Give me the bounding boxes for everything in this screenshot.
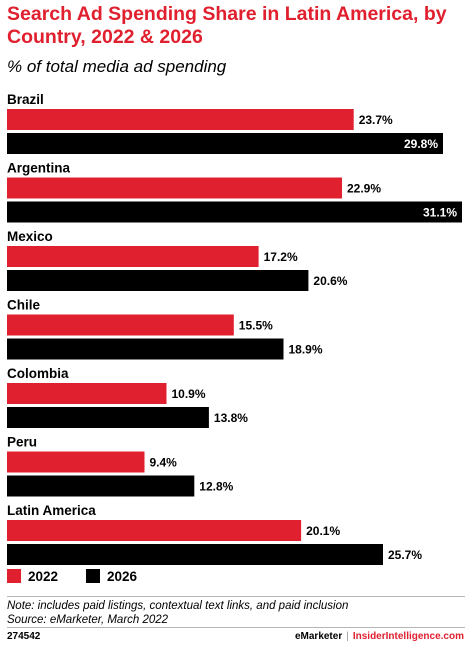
bar-chile-2022 [7,314,234,336]
value-label-mexico-2022: 17.2% [264,250,298,264]
bar-mexico-2026 [7,270,309,291]
footer-divider [7,596,465,597]
bar-brazil-2022 [7,109,354,130]
bar-mexico-2022 [7,246,259,267]
footnotes: Note: includes paid listings, contextual… [7,599,348,627]
brand-separator: | [346,631,349,642]
note-text: Note: includes paid listings, contextual… [7,600,349,612]
bar-latin-america-2022 [7,520,302,541]
value-label-chile-2022: 15.5% [239,319,273,333]
legend-item-2022: 2022 [7,569,58,584]
chart-subtitle: % of total media ad spending [7,57,227,76]
legend-swatch-2022 [7,569,21,583]
bar-peru-2026 [7,475,195,497]
value-label-colombia-2026: 13.8% [214,411,248,425]
bar-brazil-2026 [7,133,443,154]
chart-id: 274542 [7,631,41,642]
bar-argentina-2026 [7,201,462,223]
category-label-latin-america: Latin America [7,503,96,518]
footer-divider-bottom [7,627,465,628]
category-label-chile: Chile [7,298,40,313]
category-label-peru: Peru [7,435,37,450]
brand-insider: InsiderIntelligence.com [352,631,464,642]
value-label-peru-2026: 12.8% [199,480,233,494]
category-label-colombia: Colombia [7,366,69,381]
legend-item-2026: 2026 [86,569,137,584]
bar-chart: Brazil 23.7% 29.8% Argentina 22.9% 31.1% Mexic… [7,92,462,565]
bar-peru-2022 [7,451,145,473]
value-label-argentina-2022: 22.9% [347,182,381,196]
bar-argentina-2022 [7,177,342,199]
category-label-argentina: Argentina [7,161,70,176]
brand: eMarketer | InsiderIntelligence.com [295,631,464,642]
value-label-latin-america-2022: 20.1% [306,524,340,538]
value-label-latin-america-2026: 25.7% [388,548,422,562]
value-label-colombia-2022: 10.9% [172,387,206,401]
value-label-brazil-2022: 23.7% [359,113,393,127]
brand-emarketer: eMarketer [294,631,343,642]
value-label-brazil-2026: 29.8% [404,137,438,151]
legend-label-2026: 2026 [107,569,138,584]
value-label-peru-2022: 9.4% [150,456,178,470]
value-label-chile-2026: 18.9% [289,343,323,357]
category-label-mexico: Mexico [7,229,53,244]
chart-title: Search Ad Spending Share in Latin Americ… [7,3,447,48]
value-label-mexico-2026: 20.6% [313,274,347,288]
bar-chile-2026 [7,338,284,360]
source-text: Source: eMarketer, March 2022 [7,614,169,626]
bar-colombia-2022 [7,383,167,404]
bar-colombia-2026 [7,407,209,428]
value-label-argentina-2026: 31.1% [423,206,457,220]
category-label-brazil: Brazil [7,92,44,107]
bar-latin-america-2026 [7,544,383,565]
legend-label-2022: 2022 [28,569,59,584]
legend-swatch-2026 [86,569,100,583]
